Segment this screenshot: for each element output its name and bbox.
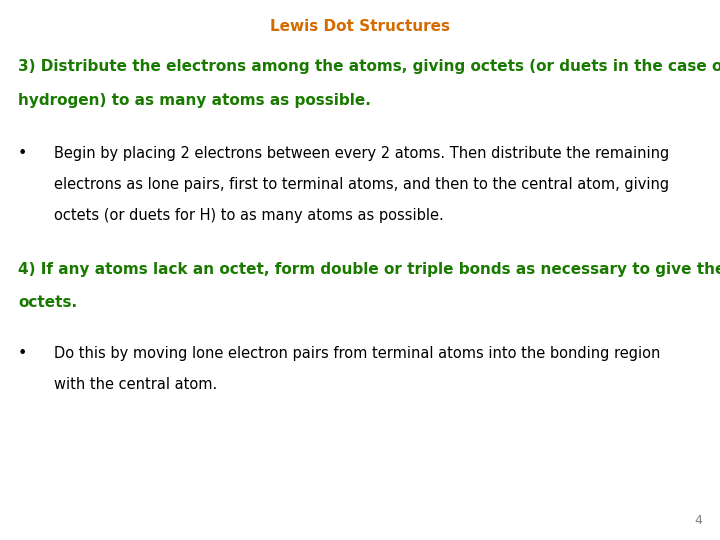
Text: Lewis Dot Structures: Lewis Dot Structures bbox=[270, 19, 450, 34]
Text: Do this by moving lone electron pairs from terminal atoms into the bonding regio: Do this by moving lone electron pairs fr… bbox=[54, 346, 660, 361]
Text: 3) Distribute the electrons among the atoms, giving octets (or duets in the case: 3) Distribute the electrons among the at… bbox=[18, 59, 720, 75]
Text: octets (or duets for H) to as many atoms as possible.: octets (or duets for H) to as many atoms… bbox=[54, 208, 444, 224]
Text: with the central atom.: with the central atom. bbox=[54, 377, 217, 392]
Text: electrons as lone pairs, first to terminal atoms, and then to the central atom, : electrons as lone pairs, first to termin… bbox=[54, 177, 669, 192]
Text: 4: 4 bbox=[694, 514, 702, 526]
Text: •: • bbox=[18, 346, 27, 361]
Text: •: • bbox=[18, 146, 27, 161]
Text: Begin by placing 2 electrons between every 2 atoms. Then distribute the remainin: Begin by placing 2 electrons between eve… bbox=[54, 146, 670, 161]
Text: 4) If any atoms lack an octet, form double or triple bonds as necessary to give : 4) If any atoms lack an octet, form doub… bbox=[18, 262, 720, 277]
Text: octets.: octets. bbox=[18, 295, 77, 310]
Text: hydrogen) to as many atoms as possible.: hydrogen) to as many atoms as possible. bbox=[18, 93, 371, 108]
